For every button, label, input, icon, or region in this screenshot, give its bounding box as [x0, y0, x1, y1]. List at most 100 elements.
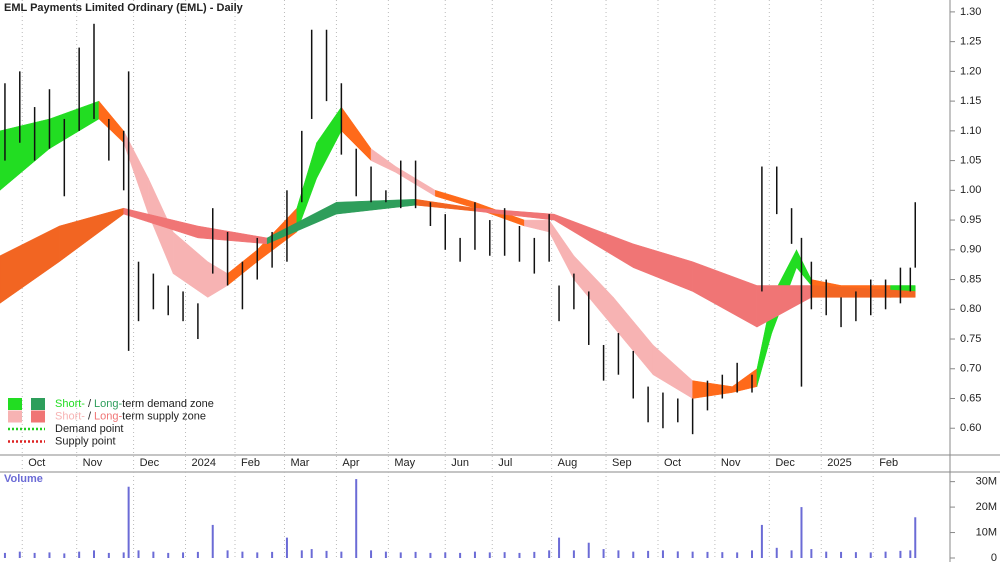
volume-bar [617, 550, 620, 558]
volume-bar [691, 551, 694, 558]
x-tick-label: Jun [451, 457, 469, 469]
volume-bar [429, 552, 432, 558]
labels: 0.60 0.65 0.70 0.75 0.80 0.85 0.90 0.95 1.00 1.05… [28, 6, 997, 562]
legend-text: term demand zone [122, 398, 214, 410]
volume-bar [127, 486, 130, 558]
legend-swatch [8, 398, 22, 410]
volume-bar [226, 550, 229, 558]
volume-bar [414, 551, 417, 558]
legend-swatch [31, 398, 45, 410]
volume-bar [760, 524, 763, 558]
legend-short: Short- [55, 410, 85, 422]
y-tick-label: 0.85 [960, 273, 981, 285]
legend-long: Long- [94, 398, 122, 410]
legend-text: term supply zone [122, 410, 206, 422]
volume-tick-label: 20M [976, 501, 997, 513]
y-tick-label: 1.15 [960, 95, 981, 107]
volume-bar [661, 550, 664, 558]
volume-bar [182, 552, 185, 558]
legend-swatch [31, 410, 45, 423]
volume-bar [107, 552, 110, 558]
volume-bar [93, 550, 95, 558]
volume-bar [33, 552, 36, 558]
x-tick-label: 2024 [192, 457, 216, 469]
y-tick-label: 0.75 [960, 333, 981, 345]
volume-bar [196, 551, 199, 558]
x-tick-label: Dec [140, 457, 160, 469]
volume-bar [676, 551, 679, 558]
volume-tick-label: 10M [976, 526, 997, 538]
legend-entry: Short- / Long-term demand zone [55, 398, 214, 410]
y-tick-label: 0.60 [960, 422, 981, 434]
volume-bars [3, 479, 917, 558]
volume-bar [572, 550, 575, 558]
y-tick-label: 0.65 [960, 392, 981, 404]
volume-bar [241, 551, 244, 558]
volume-tick-label: 30M [976, 476, 997, 488]
volume-bar [736, 552, 739, 558]
volume-tick-label: 0 [991, 552, 997, 562]
volume-bar [899, 550, 902, 558]
volume-bar [325, 550, 328, 558]
volume-bar [355, 479, 358, 558]
x-tick-label: Jul [498, 457, 512, 469]
volume-bar [444, 552, 447, 558]
volume-bar [310, 549, 313, 558]
x-tick-label: Dec [775, 457, 795, 469]
y-tick-label: 1.05 [960, 154, 981, 166]
volume-bar [632, 551, 635, 558]
volume-bar [706, 551, 709, 558]
volume-bar [503, 552, 506, 558]
x-tick-label: Apr [342, 457, 359, 469]
x-tick-label: Aug [558, 457, 578, 469]
legend-long: Long- [94, 410, 122, 422]
grid [21, 0, 955, 559]
volume-bar [840, 551, 843, 558]
x-tick-label: Nov [83, 457, 103, 469]
y-tick-label: 0.90 [960, 244, 981, 256]
volume-bar [790, 550, 793, 558]
volume-bar [518, 552, 521, 558]
volume-bar [914, 517, 917, 558]
volume-bar [370, 550, 373, 558]
volume-bar [775, 547, 778, 558]
legend-entry: Demand point [55, 423, 124, 435]
volume-bar [384, 551, 387, 558]
volume-bar [18, 551, 21, 558]
volume-bar [751, 550, 753, 558]
volume-bar [122, 552, 125, 558]
y-tick-label: 0.80 [960, 303, 981, 315]
x-tick-label: Oct [28, 457, 45, 469]
volume-bar [488, 552, 491, 558]
chart-title: EML Payments Limited Ordinary (EML) - Da… [4, 2, 244, 14]
volume-bar [399, 552, 402, 558]
volume-bar [340, 551, 343, 558]
legend-sep: / [88, 410, 92, 422]
x-tick-label: Mar [290, 457, 309, 469]
x-tick-label: Oct [664, 457, 681, 469]
x-tick-label: Sep [612, 457, 632, 469]
volume-bar [211, 524, 214, 558]
volume-bar [721, 552, 724, 558]
volume-label: Volume [4, 473, 43, 485]
legend-entry: Supply point [55, 435, 116, 447]
volume-bar [256, 552, 259, 558]
volume-bar [167, 552, 170, 558]
volume-bar [48, 552, 51, 558]
y-tick-label: 0.70 [960, 363, 981, 375]
volume-bar [459, 552, 462, 558]
x-tick-label: Nov [721, 457, 741, 469]
volume-bar [587, 542, 590, 558]
volume-bar [473, 551, 476, 558]
volume-bar [810, 549, 813, 558]
volume-bar [548, 550, 551, 558]
price-bars [4, 23, 917, 435]
volume-bar [3, 552, 6, 558]
volume-bar [884, 551, 887, 558]
volume-bar [152, 551, 155, 558]
volume-bar [825, 551, 828, 558]
x-tick-label: Feb [241, 457, 260, 469]
